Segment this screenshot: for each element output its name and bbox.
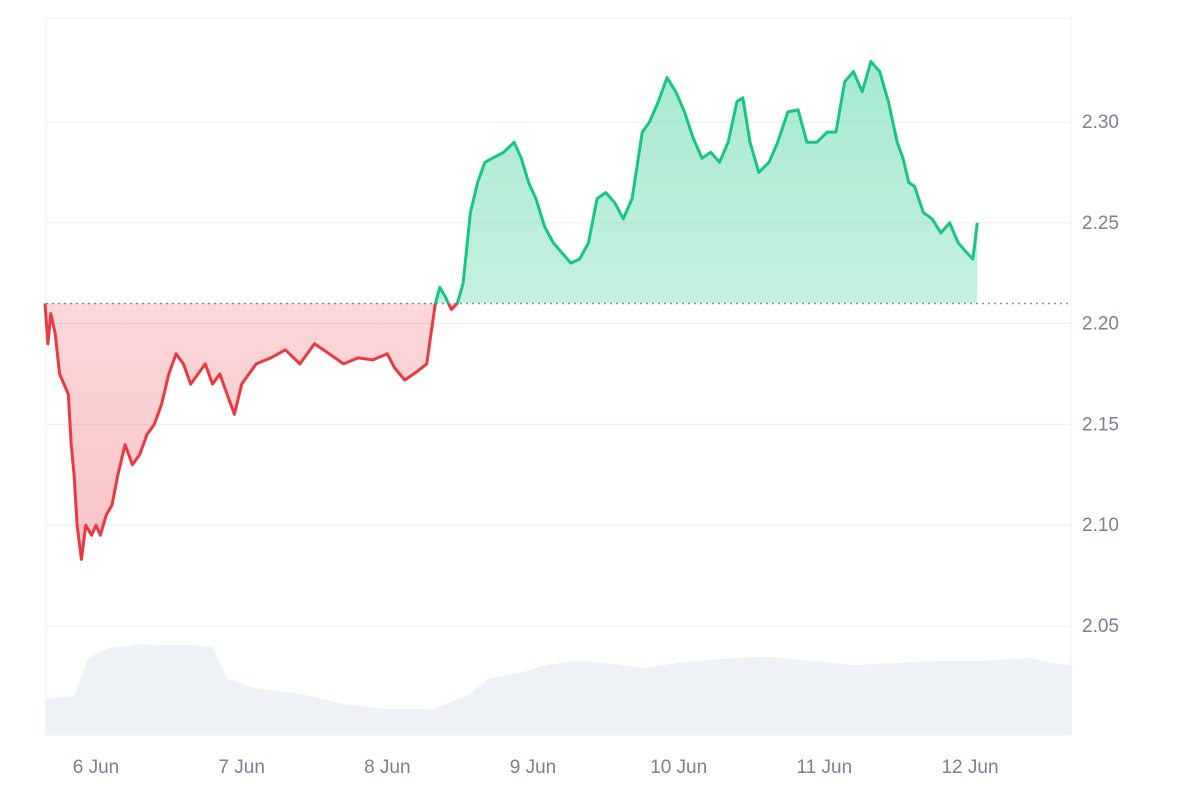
x-tick-label: 12 Jun [941,757,998,778]
x-tick-label: 6 Jun [73,757,119,778]
price-line-below-baseline [43,303,459,561]
x-tick-label: 8 Jun [364,757,410,778]
x-tick-label: 11 Jun [797,757,853,778]
x-tick-label: 7 Jun [218,757,264,778]
x-tick-label: 10 Jun [650,757,707,778]
y-tick-label: 2.20 [1082,314,1119,335]
x-axis-ticks: 6 Jun 7 Jun 8 Jun 9 Jun 10 Jun 11 Jun 12 Jun [73,757,999,778]
price-area-above-baseline [45,61,978,304]
y-tick-label: 2.15 [1082,414,1119,435]
x-tick-label: 9 Jun [510,757,556,778]
y-axis-ticks: 2.05 2.10 2.15 2.20 2.25 2.30 [1082,112,1119,637]
volume-area [45,644,1072,735]
price-line-above-baseline [44,60,979,304]
y-tick-label: 2.05 [1082,616,1119,637]
plot-frame [45,17,1072,736]
price-area-below-baseline [45,303,458,560]
y-tick-label: 2.30 [1082,112,1119,133]
y-tick-label: 2.25 [1082,213,1119,234]
y-tick-label: 2.10 [1082,515,1119,536]
